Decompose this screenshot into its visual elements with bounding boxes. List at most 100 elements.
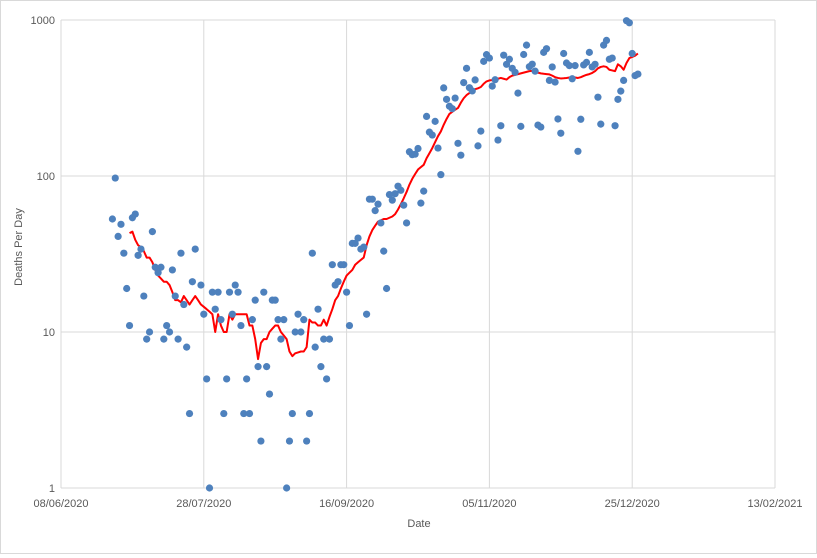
data-point <box>520 50 528 59</box>
data-point <box>611 122 619 130</box>
data-point <box>171 292 179 300</box>
data-point <box>111 174 119 182</box>
x-axis-title: Date <box>407 518 430 530</box>
data-point <box>148 228 156 236</box>
x-tick-label: 05/11/2020 <box>462 498 516 510</box>
data-point <box>303 437 311 445</box>
data-point <box>285 437 294 445</box>
data-point <box>360 243 368 251</box>
data-point <box>440 84 448 92</box>
data-point <box>420 187 428 195</box>
x-tick-label: 08/06/2020 <box>33 498 88 510</box>
data-point <box>114 232 122 241</box>
data-point <box>231 281 239 289</box>
data-point <box>220 409 228 418</box>
data-point <box>288 409 296 418</box>
data-point <box>417 199 425 207</box>
data-point <box>551 78 559 86</box>
data-point <box>634 70 642 78</box>
data-point <box>260 288 268 296</box>
data-point <box>565 62 573 70</box>
data-point <box>154 269 162 277</box>
data-point <box>571 62 579 70</box>
data-point <box>263 363 271 371</box>
data-point <box>577 115 585 123</box>
data-point <box>614 95 622 103</box>
data-point <box>191 245 199 253</box>
data-point <box>437 171 445 179</box>
data-point <box>180 300 188 309</box>
data-point <box>545 76 553 85</box>
data-point <box>382 284 391 293</box>
data-point <box>248 316 256 324</box>
data-point <box>591 60 599 68</box>
data-point <box>477 127 485 135</box>
data-point <box>328 261 336 269</box>
data-point <box>497 122 505 130</box>
data-point <box>514 89 522 97</box>
data-point <box>205 484 214 492</box>
data-point <box>297 328 305 336</box>
data-point <box>245 409 254 418</box>
data-point <box>391 190 399 198</box>
data-point <box>617 87 625 95</box>
data-point <box>574 147 582 155</box>
y-tick-label: 1000 <box>31 15 55 27</box>
x-tick-label: 16/09/2020 <box>319 498 374 510</box>
data-point <box>491 76 499 84</box>
data-point <box>585 48 593 56</box>
data-point <box>537 123 545 131</box>
data-point <box>257 437 265 445</box>
data-point <box>374 200 382 208</box>
data-point <box>620 76 628 85</box>
moving-average-line <box>129 52 639 361</box>
data-point <box>311 343 319 351</box>
data-point <box>411 150 419 158</box>
data-point <box>163 321 171 330</box>
data-point <box>385 190 394 199</box>
y-axis-ticks: 1 10 100 1000 <box>31 15 55 495</box>
data-point <box>522 41 531 49</box>
data-point <box>485 54 493 62</box>
data-point <box>300 316 308 324</box>
data-point <box>371 207 379 215</box>
data-point <box>108 215 117 223</box>
data-point <box>554 115 562 123</box>
data-point <box>234 288 242 296</box>
data-point <box>460 78 468 87</box>
data-point <box>277 335 285 343</box>
data-point <box>228 310 236 318</box>
data-point <box>548 63 556 71</box>
data-point <box>602 36 611 45</box>
x-axis-ticks: 08/06/2020 28/07/2020 16/09/2020 05/11/2020… <box>33 498 802 510</box>
data-point <box>451 94 459 102</box>
data-point <box>500 51 508 59</box>
data-point <box>494 136 502 144</box>
data-point <box>123 284 131 293</box>
data-points-layer <box>108 17 642 492</box>
data-point <box>120 249 128 257</box>
data-point <box>137 245 145 253</box>
data-point <box>471 76 479 84</box>
data-point <box>325 335 334 343</box>
data-point <box>434 144 442 152</box>
data-point <box>237 321 245 330</box>
data-point <box>291 328 299 336</box>
data-point <box>197 281 205 289</box>
data-point <box>428 131 436 139</box>
data-point <box>131 210 139 218</box>
data-point <box>354 234 362 242</box>
data-point <box>317 363 325 371</box>
y-tick-label: 1 <box>49 483 55 495</box>
data-point <box>188 278 196 286</box>
data-point <box>214 288 222 296</box>
data-point <box>442 95 451 103</box>
data-point <box>462 64 471 72</box>
data-point <box>474 142 482 150</box>
data-point <box>225 288 234 296</box>
data-point <box>243 375 251 383</box>
data-point <box>251 296 259 304</box>
data-point <box>217 316 225 324</box>
